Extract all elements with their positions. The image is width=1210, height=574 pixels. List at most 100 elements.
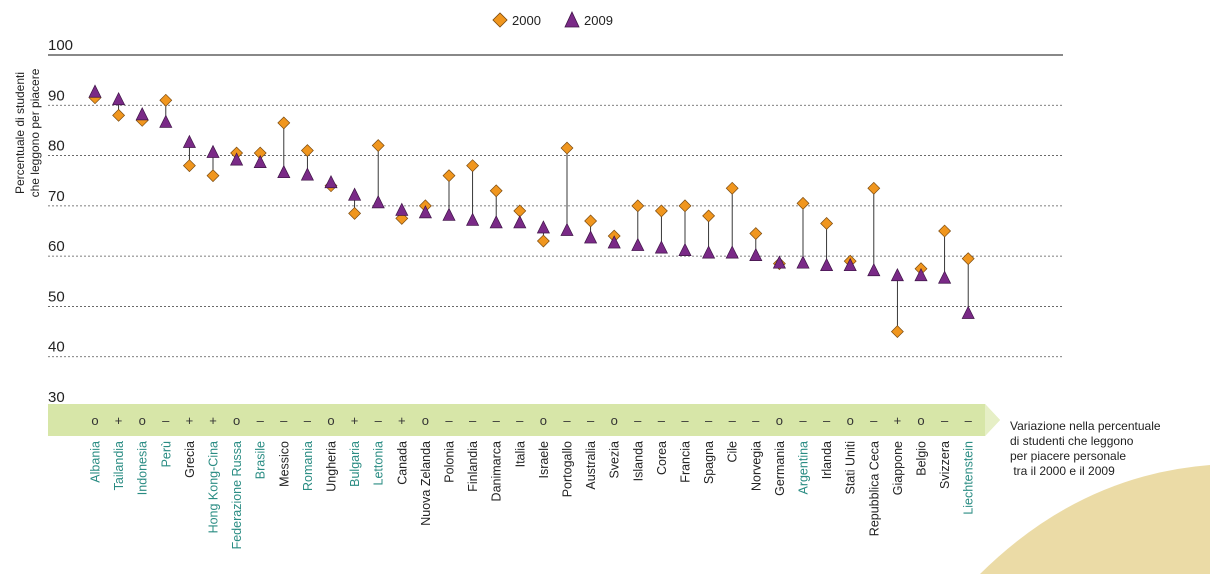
marker-2009 (961, 305, 975, 319)
country-label: Perù (159, 441, 173, 467)
marker-2009 (300, 167, 314, 181)
marker-2009 (371, 195, 385, 209)
change-sign: – (516, 413, 524, 428)
marker-2009 (513, 215, 527, 229)
annotation-line-3: per piacere personale (1010, 449, 1126, 463)
marker-2009 (277, 164, 291, 179)
legend-label-2000: 2000 (512, 13, 541, 28)
change-sign: – (941, 413, 949, 428)
change-sign: – (965, 413, 973, 428)
marker-2009 (466, 212, 480, 226)
change-sign: o (917, 413, 924, 428)
change-sign: – (658, 413, 666, 428)
marker-2000 (206, 169, 220, 183)
change-sign: – (375, 413, 383, 428)
change-sign: – (280, 413, 288, 428)
marker-2000 (961, 252, 975, 266)
change-sign: – (304, 413, 312, 428)
change-sign: o (422, 413, 429, 428)
marker-2000 (159, 93, 173, 107)
change-sign: – (634, 413, 642, 428)
change-sign: + (115, 413, 123, 428)
marker-2000 (489, 184, 503, 198)
country-label: Svizzera (938, 441, 952, 489)
change-sign: – (469, 413, 477, 428)
marker-2000 (749, 227, 763, 240)
marker-2009 (820, 257, 834, 272)
legend: 2000 2009 (492, 11, 613, 28)
marker-2009 (230, 152, 244, 166)
change-sign: o (233, 413, 240, 428)
marker-2000 (442, 169, 456, 183)
marker-2009 (890, 267, 904, 282)
country-label: Lettonia (372, 441, 386, 486)
marker-2009 (135, 107, 149, 121)
country-label: Bulgaria (348, 441, 362, 487)
change-sign: + (894, 413, 902, 428)
country-label: Hong Kong-Cina (207, 441, 221, 533)
country-label: Messico (277, 441, 291, 487)
marker-2000 (796, 196, 810, 210)
gridlines (48, 54, 1063, 358)
marker-2009 (182, 134, 196, 148)
marker-2009 (631, 237, 645, 251)
marker-2009 (749, 247, 763, 261)
legend-marker-2000 (492, 12, 508, 28)
marker-2009 (914, 267, 928, 282)
change-sign: o (847, 413, 854, 428)
country-label: Cile (726, 441, 740, 463)
change-sign: o (611, 413, 618, 428)
country-label: Finlandia (466, 441, 480, 492)
country-label: Federazione Russa (230, 441, 244, 549)
country-label: Romania (301, 441, 315, 491)
change-sign: + (351, 413, 359, 428)
y-axis-ticks: 30 40 50 60 70 80 90 100 (48, 37, 73, 406)
change-indicators: o + o – + + o – – – o + – + o – – – – o – – o – – – – – – o – – o – + o – – (91, 413, 972, 428)
decorative-swoosh (980, 465, 1210, 574)
change-sign: – (445, 413, 453, 428)
marker-2009 (560, 222, 574, 236)
annotation-line-1: Variazione nella percentuale (1010, 419, 1161, 433)
country-label: Belgio (915, 441, 929, 476)
marker-2009 (88, 84, 102, 98)
country-label: Australia (584, 441, 598, 490)
country-label: Israele (537, 441, 551, 479)
country-label: Repubblica Ceca (867, 441, 881, 536)
country-label: Islanda (631, 441, 645, 481)
y-tick-label: 50 (48, 288, 65, 305)
country-label: Brasile (254, 441, 268, 479)
country-label: Liechtenstein (962, 441, 976, 515)
y-tick-label: 70 (48, 188, 65, 205)
country-label: Nuova Zelanda (419, 441, 433, 526)
marker-2000 (300, 144, 314, 157)
change-sign: – (729, 413, 737, 428)
country-label: Canada (395, 441, 409, 485)
marker-2009 (324, 174, 338, 189)
marker-2009 (938, 270, 952, 284)
marker-2000 (112, 108, 126, 122)
marker-2009 (395, 202, 409, 216)
marker-2000 (348, 206, 362, 220)
marker-2009 (843, 257, 857, 272)
marker-2009 (702, 245, 716, 259)
change-sign: + (209, 413, 217, 428)
marker-2000 (513, 204, 527, 218)
y-tick-label: 30 (48, 389, 65, 406)
change-sign: – (870, 413, 878, 428)
country-label: Ungheria (325, 441, 339, 492)
marker-2009 (584, 230, 598, 244)
marker-2000 (584, 214, 598, 228)
change-sign: – (162, 413, 170, 428)
marker-2000 (938, 224, 952, 238)
country-label: Grecia (183, 441, 197, 478)
marker-2000 (253, 146, 267, 160)
marker-2000 (536, 234, 550, 248)
marker-2009 (253, 154, 267, 168)
change-sign: + (398, 413, 406, 428)
marker-2009 (654, 240, 668, 254)
marker-2000 (702, 209, 716, 223)
marker-2000 (820, 217, 834, 230)
marker-2000 (277, 116, 291, 130)
change-sign: o (540, 413, 547, 428)
